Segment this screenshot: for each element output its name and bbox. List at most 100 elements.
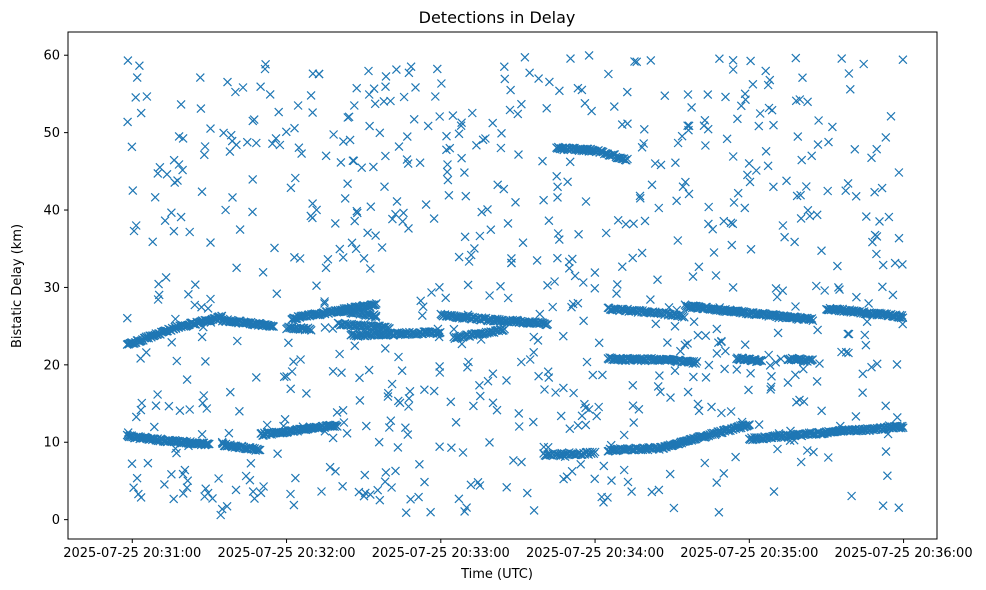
background-detection-marker-249: [660, 91, 670, 101]
background-detection-marker-167: [235, 225, 245, 235]
background-detection-marker-429: [558, 331, 568, 341]
background-detection-marker-722: [400, 423, 410, 433]
background-detection-marker-202: [728, 65, 738, 74]
track-detection-marker-1711: [737, 306, 747, 316]
background-detection-marker-685: [347, 238, 357, 248]
background-detection-marker-40: [581, 420, 591, 430]
background-detection-marker-527: [364, 90, 374, 99]
background-detection-marker-552: [570, 271, 580, 281]
background-detection-marker-700: [669, 503, 679, 513]
background-detection-marker-225: [722, 134, 732, 144]
background-detection-marker-170: [613, 215, 623, 225]
background-detection-marker-119: [394, 142, 404, 152]
background-detection-marker-747: [763, 161, 773, 171]
background-detection-marker-315: [441, 293, 451, 303]
background-detection-marker-637: [308, 108, 318, 118]
track-detection-marker-1078: [371, 311, 381, 321]
background-detection-marker-465: [791, 96, 801, 106]
background-detection-marker-741: [436, 79, 446, 88]
background-detection-marker-538: [387, 214, 397, 224]
background-detection-marker-279: [132, 73, 142, 83]
track-detection-marker-1304: [497, 326, 507, 336]
background-detection-marker-172: [340, 193, 350, 203]
background-detection-marker-94: [590, 474, 600, 484]
background-detection-marker-592: [225, 147, 235, 157]
background-detection-marker-567: [688, 372, 698, 382]
background-detection-marker-7: [745, 177, 755, 187]
background-detection-marker-645: [180, 465, 190, 475]
background-detection-marker-52: [496, 143, 506, 153]
background-detection-marker-281: [612, 289, 621, 299]
background-detection-marker-757: [858, 369, 868, 379]
y-tick-label-0: 0: [52, 513, 60, 528]
background-detection-marker-563: [500, 74, 510, 84]
track-detection-marker-1052: [341, 306, 351, 316]
background-detection-marker-649: [683, 338, 693, 348]
background-detection-marker-97: [430, 92, 440, 101]
background-detection-marker-662: [651, 319, 661, 329]
background-detection-marker-128: [492, 405, 502, 415]
background-detection-marker-234: [232, 336, 242, 346]
background-detection-marker-134: [355, 373, 364, 383]
background-detection-marker-481: [594, 338, 604, 348]
background-detection-marker-378: [639, 124, 649, 134]
background-detection-marker-730: [843, 329, 853, 339]
background-detection-marker-615: [488, 398, 498, 408]
background-detection-marker-5: [221, 205, 231, 215]
background-detection-marker-607: [511, 197, 520, 207]
background-detection-marker-545: [486, 225, 496, 235]
background-detection-marker-356: [404, 223, 413, 233]
background-detection-marker-387: [844, 69, 854, 78]
background-detection-marker-124: [183, 476, 193, 486]
background-detection-marker-658: [195, 73, 205, 83]
background-detection-marker-410: [514, 408, 524, 418]
background-detection-marker-506: [797, 155, 807, 165]
background-detection-marker-566: [475, 391, 485, 401]
background-detection-marker-437: [345, 135, 355, 145]
background-detection-marker-589: [791, 397, 801, 407]
background-detection-marker-623: [801, 182, 811, 191]
background-detection-marker-231: [845, 84, 855, 94]
track-detection-marker-1555: [757, 356, 767, 366]
background-detection-marker-354: [892, 359, 902, 369]
background-detection-marker-726: [475, 481, 485, 490]
track-detection-marker-1789: [807, 314, 817, 323]
background-detection-marker-68: [574, 229, 584, 239]
background-detection-marker-159: [448, 111, 458, 121]
background-detection-marker-521: [185, 405, 195, 414]
background-detection-marker-508: [155, 162, 165, 172]
background-detection-marker-180: [397, 366, 407, 376]
background-detection-marker-265: [525, 68, 535, 78]
chart-title: Detections in Delay: [419, 8, 576, 27]
background-detection-marker-250: [262, 420, 272, 430]
track-detection-marker-1209: [433, 328, 443, 338]
track-detection-marker-2011: [254, 445, 264, 455]
background-detection-marker-672: [457, 118, 467, 128]
background-detection-marker-474: [286, 489, 295, 499]
background-detection-marker-322: [584, 50, 594, 60]
background-detection-marker-129: [289, 357, 298, 367]
background-detection-marker-707: [817, 406, 827, 416]
background-detection-marker-163: [414, 492, 424, 502]
background-detection-marker-187: [782, 176, 791, 186]
background-detection-marker-714: [200, 142, 210, 151]
background-detection-marker-439: [699, 121, 709, 131]
background-detection-marker-471: [629, 219, 639, 229]
background-detection-marker-316: [331, 466, 340, 476]
background-detection-marker-470: [516, 357, 526, 367]
background-detection-marker-624: [153, 168, 163, 178]
background-detection-marker-326: [850, 144, 860, 154]
background-detection-marker-57: [894, 233, 904, 243]
background-detection-marker-69: [456, 121, 466, 131]
background-detection-marker-414: [443, 160, 452, 169]
background-detection-marker-21: [469, 243, 479, 253]
background-detection-marker-473: [485, 437, 494, 447]
background-detection-marker-718: [587, 106, 597, 116]
y-axis-title: Bistatic Delay (km): [10, 224, 25, 348]
track-detection-marker-1526: [692, 356, 702, 366]
background-detection-marker-457: [415, 158, 425, 168]
track-detection-marker-1361: [543, 319, 553, 329]
background-detection-marker-29: [502, 482, 512, 492]
background-detection-marker-226: [742, 170, 752, 180]
background-detection-marker-644: [399, 92, 409, 102]
